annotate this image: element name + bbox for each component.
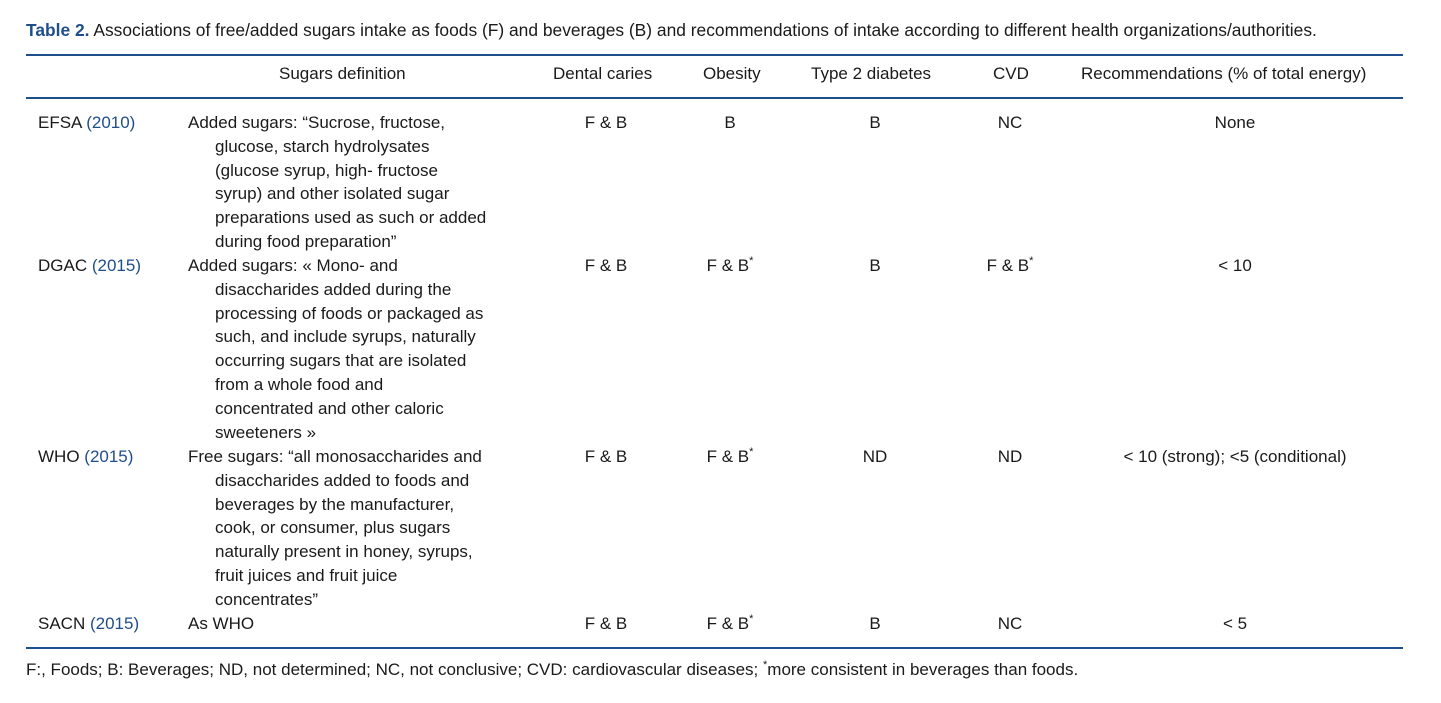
header-dental-caries: Dental caries xyxy=(553,64,653,83)
row-recommendation-value: None xyxy=(1214,113,1256,132)
row-dental-caries: F & B xyxy=(585,111,628,135)
citation-year-link[interactable]: (2015) xyxy=(84,447,134,466)
row-cvd: NC xyxy=(998,111,1023,135)
row-type2-diabetes-value: ND xyxy=(862,447,888,466)
row-type2-diabetes-value: B xyxy=(869,113,881,132)
definition-line: during food preparation” xyxy=(215,231,397,251)
definition-line: glucose, starch hydrolysates xyxy=(215,136,430,156)
row-recommendation-value: < 5 xyxy=(1222,614,1248,633)
definition-line: As WHO xyxy=(188,614,255,633)
row-obesity-value: F & B xyxy=(706,614,750,633)
citation-year-link[interactable]: (2010) xyxy=(86,113,136,132)
row-obesity: B xyxy=(724,111,735,135)
row-type2-diabetes: B xyxy=(869,612,880,636)
definition-line: cook, or consumer, plus sugars xyxy=(215,518,451,538)
row-dental-caries-value: F & B xyxy=(584,447,628,466)
table-header-rule xyxy=(26,97,1403,99)
footnote-text: F:, Foods; B: Beverages; ND, not determi… xyxy=(26,660,759,679)
row-obesity: F & B* xyxy=(707,445,754,469)
organization-name: WHO xyxy=(38,447,80,466)
row-sugars-definition: Added sugars: “Sucrose, fructose, glucose… xyxy=(188,111,486,254)
row-obesity-asterisk: * xyxy=(749,446,754,458)
organization-name: SACN xyxy=(38,614,86,633)
table-top-rule xyxy=(26,54,1403,56)
definition-line: sweeteners » xyxy=(215,422,317,442)
row-sugars-definition: Free sugars: “all monosaccharides and dis… xyxy=(188,445,482,612)
organization-name: EFSA xyxy=(38,113,82,132)
definition-line: concentrated and other caloric xyxy=(215,398,444,418)
row-dental-caries-value: F & B xyxy=(584,113,628,132)
definition-line: disaccharides added during the xyxy=(215,279,452,299)
row-cvd: NC xyxy=(998,612,1023,636)
footnote-tail: more consistent in beverages than foods. xyxy=(767,660,1079,679)
row-organization: WHO (2015) xyxy=(38,445,133,469)
row-dental-caries: F & B xyxy=(585,254,628,278)
row-obesity: F & B* xyxy=(707,254,754,278)
definition-line: occurring sugars that are isolated xyxy=(215,351,467,371)
definition-line: Added sugars: “Sucrose, fructose, xyxy=(188,113,446,132)
row-organization: DGAC (2015) xyxy=(38,254,141,278)
table-caption-text: Associations of free/added sugars intake… xyxy=(93,20,1317,40)
row-cvd-value: NC xyxy=(997,113,1023,132)
definition-line: fruit juices and fruit juice xyxy=(215,565,398,585)
definition-line: Free sugars: “all monosaccharides and xyxy=(188,447,482,466)
row-recommendation-value: < 10 xyxy=(1218,256,1252,275)
definition-line: concentrates” xyxy=(215,589,318,609)
definition-line: processing of foods or packaged as xyxy=(215,303,484,323)
row-obesity: F & B* xyxy=(707,612,754,636)
row-dental-caries: F & B xyxy=(585,445,628,469)
table-caption: Table 2. Associations of free/added suga… xyxy=(26,20,1426,41)
row-dental-caries-value: F & B xyxy=(584,614,628,633)
table-footnote: F:, Foods; B: Beverages; ND, not determi… xyxy=(26,660,1078,680)
definition-line: naturally present in honey, syrups, xyxy=(215,542,473,562)
row-obesity-value: F & B xyxy=(706,256,750,275)
row-cvd-value: ND xyxy=(997,447,1023,466)
table-label: Table 2. xyxy=(26,20,90,40)
definition-line: beverages by the manufacturer, xyxy=(215,494,455,514)
row-cvd-value: NC xyxy=(997,614,1023,633)
row-obesity-asterisk: * xyxy=(749,613,754,625)
definition-line: (glucose syrup, high- fructose xyxy=(215,160,438,180)
citation-year-link[interactable]: (2015) xyxy=(89,614,140,633)
row-type2-diabetes-value: B xyxy=(869,614,881,633)
table-bottom-rule xyxy=(26,647,1403,649)
header-recommendations: Recommendations (% of total energy) xyxy=(1081,64,1367,83)
row-obesity-value: F & B xyxy=(706,447,750,466)
row-organization: EFSA (2010) xyxy=(38,111,135,135)
row-recommendation: < 10 xyxy=(1218,254,1252,278)
row-dental-caries: F & B xyxy=(585,612,628,636)
row-obesity-value: B xyxy=(724,113,736,132)
row-organization: SACN (2015) xyxy=(38,612,139,636)
row-cvd-asterisk: * xyxy=(1029,255,1034,267)
row-cvd: F & B* xyxy=(987,254,1034,278)
footnote-asterisk: * xyxy=(763,659,768,671)
header-type2-diabetes: Type 2 diabetes xyxy=(811,64,932,83)
definition-line: such, and include syrups, naturally xyxy=(215,327,476,347)
row-cvd: ND xyxy=(998,445,1023,469)
definition-line: disaccharides added to foods and xyxy=(215,470,470,490)
organization-name: DGAC xyxy=(38,256,88,275)
header-cvd: CVD xyxy=(993,64,1029,83)
definition-line: Added sugars: « Mono- and xyxy=(188,256,398,275)
row-recommendation-value: < 10 (strong); <5 (conditional) xyxy=(1123,447,1347,466)
header-obesity: Obesity xyxy=(703,64,761,83)
definition-line: syrup) and other isolated sugar xyxy=(215,184,450,204)
row-recommendation: < 5 xyxy=(1223,612,1247,636)
row-sugars-definition: As WHO xyxy=(188,612,254,636)
definition-line: from a whole food and xyxy=(215,374,384,394)
header-sugars-definition: Sugars definition xyxy=(279,64,406,83)
row-type2-diabetes: B xyxy=(869,111,880,135)
row-obesity-asterisk: * xyxy=(749,255,754,267)
row-cvd-value: F & B xyxy=(986,256,1030,275)
row-sugars-definition: Added sugars: « Mono- and disaccharides a… xyxy=(188,254,483,444)
row-type2-diabetes: B xyxy=(869,254,880,278)
row-dental-caries-value: F & B xyxy=(584,256,628,275)
definition-line: preparations used as such or added xyxy=(215,208,487,228)
row-recommendation: None xyxy=(1215,111,1256,135)
row-type2-diabetes: ND xyxy=(863,445,888,469)
row-type2-diabetes-value: B xyxy=(869,256,881,275)
citation-year-link[interactable]: (2015) xyxy=(91,256,141,275)
row-recommendation: < 10 (strong); <5 (conditional) xyxy=(1123,445,1346,469)
